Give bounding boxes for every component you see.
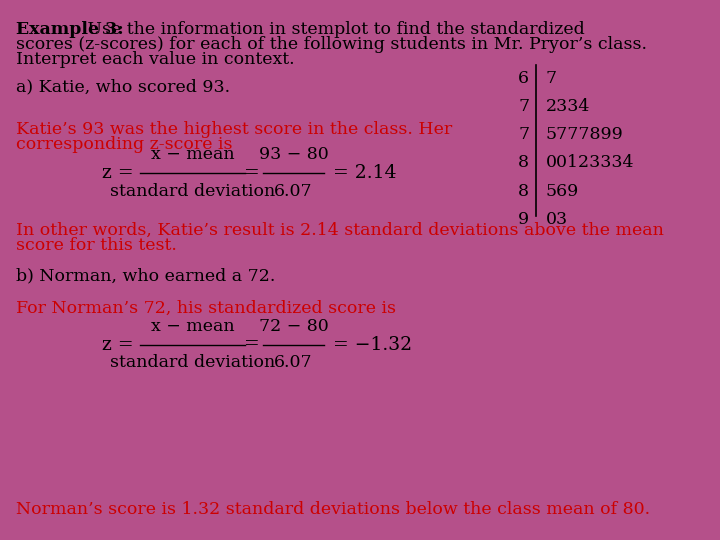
Text: 2334: 2334	[546, 98, 590, 115]
Text: 7: 7	[518, 126, 529, 143]
Text: z =: z =	[102, 335, 133, 354]
Text: 72 − 80: 72 − 80	[258, 318, 328, 335]
Text: scores (z-scores) for each of the following students in Mr. Pryor’s class.: scores (z-scores) for each of the follow…	[16, 36, 647, 52]
Text: In other words, Katie’s result is 2.14 standard deviations above the mean: In other words, Katie’s result is 2.14 s…	[16, 221, 664, 238]
Text: 00123334: 00123334	[546, 154, 634, 171]
Text: For Norman’s 72, his standardized score is: For Norman’s 72, his standardized score …	[16, 300, 396, 316]
Text: 8: 8	[518, 183, 529, 199]
Text: 6: 6	[518, 70, 529, 87]
Text: standard deviation: standard deviation	[110, 183, 275, 200]
Text: = 2.14: = 2.14	[333, 164, 396, 182]
Text: Katie’s 93 was the highest score in the class. Her: Katie’s 93 was the highest score in the …	[16, 122, 452, 138]
Text: Interpret each value in context.: Interpret each value in context.	[16, 51, 294, 68]
Text: z =: z =	[102, 164, 133, 182]
Text: Use the information in stemplot to find the standardized: Use the information in stemplot to find …	[82, 21, 585, 37]
Text: 6.07: 6.07	[274, 183, 312, 200]
Text: b) Norman, who earned a 72.: b) Norman, who earned a 72.	[16, 267, 275, 284]
Text: 569: 569	[546, 183, 579, 199]
Text: 9: 9	[518, 211, 529, 227]
Text: standard deviation: standard deviation	[110, 354, 275, 372]
Text: score for this test.: score for this test.	[16, 237, 176, 253]
Text: = −1.32: = −1.32	[333, 335, 412, 354]
Text: 7: 7	[518, 98, 529, 115]
Text: =: =	[244, 335, 260, 354]
Text: Example 3:: Example 3:	[16, 21, 124, 37]
Text: 93 − 80: 93 − 80	[258, 146, 328, 163]
Text: =: =	[244, 164, 260, 182]
Text: x − mean: x − mean	[150, 146, 235, 163]
Text: Norman’s score is 1.32 standard deviations below the class mean of 80.: Norman’s score is 1.32 standard deviatio…	[16, 501, 650, 518]
Text: a) Katie, who scored 93.: a) Katie, who scored 93.	[16, 78, 230, 95]
Text: 5777899: 5777899	[546, 126, 624, 143]
Text: 03: 03	[546, 211, 568, 227]
Text: 8: 8	[518, 154, 529, 171]
Text: corresponding z-score is: corresponding z-score is	[16, 136, 233, 153]
Text: 7: 7	[546, 70, 557, 87]
Text: 6.07: 6.07	[274, 354, 312, 372]
Text: x − mean: x − mean	[150, 318, 235, 335]
